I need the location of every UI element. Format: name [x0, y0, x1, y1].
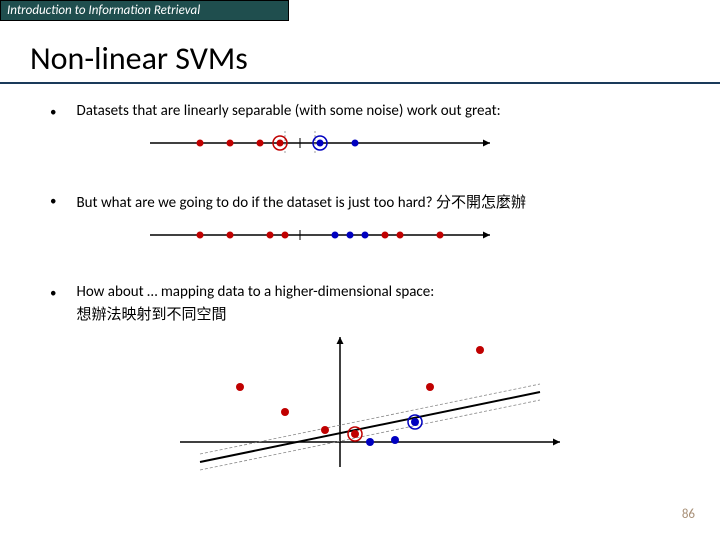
bullet-marker: •	[50, 194, 56, 209]
bullet-subtext: 想辦法映射到不同空間	[76, 303, 434, 324]
bullet-text-1: Datasets that are linearly separable (wi…	[76, 102, 500, 120]
diagram-separable	[140, 128, 720, 163]
slide-content: • Datasets that are linearly separable (…	[50, 102, 720, 477]
bullet-marker: •	[50, 286, 56, 301]
bullet-text-2: But what are we going to do if the datas…	[76, 191, 526, 212]
slide-title: Non-linear SVMs	[30, 39, 720, 78]
bullet-text-3: How about … mapping data to a higher-dim…	[76, 283, 434, 301]
diagram-hard	[140, 220, 720, 255]
bullet-marker: •	[50, 105, 56, 120]
course-header: Introduction to Information Retrieval	[0, 0, 289, 21]
page-number: 86	[682, 507, 695, 522]
diagram-highdim	[170, 332, 720, 477]
title-underline	[0, 82, 720, 84]
